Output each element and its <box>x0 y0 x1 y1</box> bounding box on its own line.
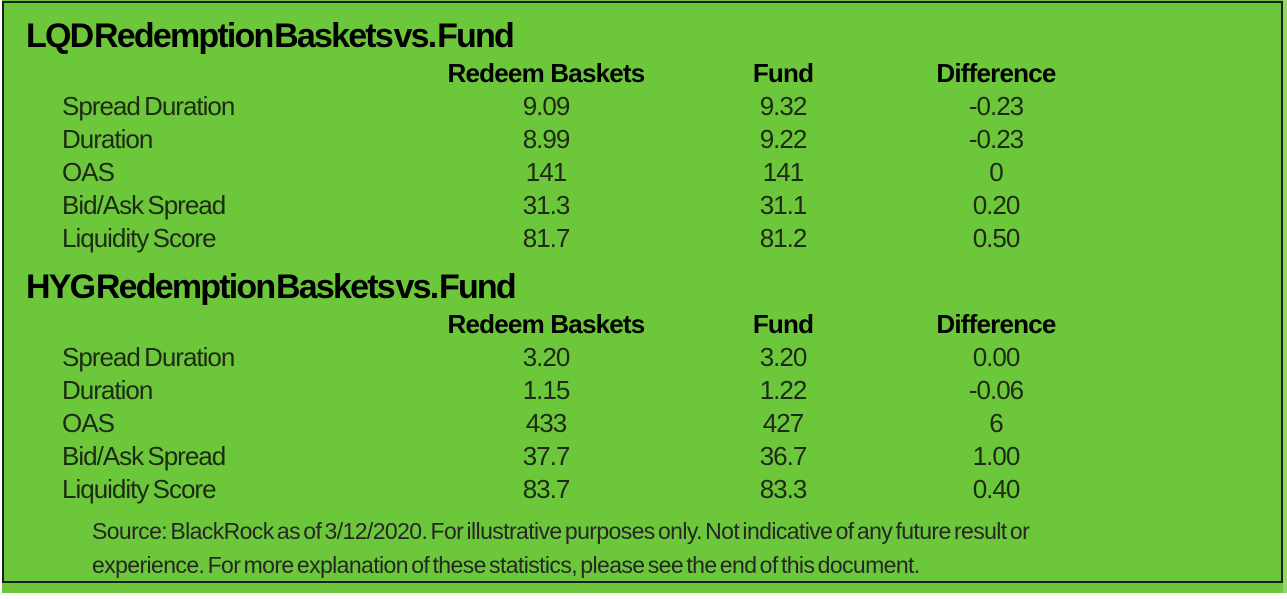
statistics-panel: LQD Redemption Baskets vs. Fund Redeem B… <box>2 1 1283 583</box>
cell-difference: 0.00 <box>972 342 1021 372</box>
cell-redeem: 433 <box>525 408 567 438</box>
cell-difference: 1.00 <box>972 441 1021 471</box>
column-header-difference: Difference <box>936 309 1056 339</box>
cell-difference: 0 <box>989 157 1003 187</box>
cell-redeem: 3.20 <box>522 342 571 372</box>
cell-redeem: 37.7 <box>522 441 571 471</box>
corner-cell <box>4 307 392 341</box>
source-note: Source: BlackRock as of 3/12/2020. For i… <box>92 514 1281 582</box>
cell-fund: 427 <box>762 408 804 438</box>
hyg-table-grid: Redeem Baskets Fund Difference Spread Du… <box>4 307 1281 506</box>
row-label: OAS <box>62 157 115 187</box>
cell-fund: 3.20 <box>759 342 808 372</box>
row-label: Duration <box>62 375 153 405</box>
row-label: Spread Duration <box>62 91 235 121</box>
cell-difference: -0.06 <box>968 375 1024 405</box>
cell-difference: -0.23 <box>968 91 1024 121</box>
cell-redeem: 83.7 <box>522 474 571 504</box>
cell-difference: 0.50 <box>972 223 1021 253</box>
cell-fund: 31.1 <box>759 190 808 220</box>
cell-redeem: 1.15 <box>522 375 571 405</box>
cell-difference: 6 <box>989 408 1003 438</box>
cell-difference: -0.23 <box>968 124 1024 154</box>
lqd-table-title: LQD Redemption Baskets vs. Fund <box>26 17 515 55</box>
column-header-fund: Fund <box>752 58 814 88</box>
column-header-redeem-baskets: Redeem Baskets <box>447 58 646 88</box>
source-note-line2: experience. For more explanation of thes… <box>92 552 920 578</box>
row-label: Liquidity Score <box>62 474 217 504</box>
cell-redeem: 8.99 <box>522 124 571 154</box>
column-header-fund: Fund <box>752 309 814 339</box>
hyg-table: HYG Redemption Baskets vs. Fund Redeem B… <box>4 267 1281 506</box>
cell-fund: 9.32 <box>759 91 808 121</box>
row-label: Liquidity Score <box>62 223 217 253</box>
cell-redeem: 81.7 <box>522 223 571 253</box>
cell-fund: 9.22 <box>759 124 808 154</box>
column-header-difference: Difference <box>936 58 1056 88</box>
cell-fund: 141 <box>762 157 804 187</box>
column-header-redeem-baskets: Redeem Baskets <box>447 309 646 339</box>
corner-cell <box>4 56 392 90</box>
lqd-table-grid: Redeem Baskets Fund Difference Spread Du… <box>4 56 1281 255</box>
cell-fund: 36.7 <box>759 441 808 471</box>
right-edge-strip <box>1283 0 1287 593</box>
cell-fund: 81.2 <box>759 223 808 253</box>
source-note-line1: Source: BlackRock as of 3/12/2020. For i… <box>92 518 1030 544</box>
cell-difference: 0.20 <box>972 190 1021 220</box>
row-label: Bid/Ask Spread <box>62 190 226 220</box>
lqd-table: LQD Redemption Baskets vs. Fund Redeem B… <box>4 16 1281 255</box>
cell-difference: 0.40 <box>972 474 1021 504</box>
row-label: Bid/Ask Spread <box>62 441 226 471</box>
row-label: OAS <box>62 408 115 438</box>
hyg-table-title: HYG Redemption Baskets vs. Fund <box>26 268 517 306</box>
row-label: Duration <box>62 124 153 154</box>
cell-fund: 83.3 <box>759 474 808 504</box>
cell-redeem: 31.3 <box>522 190 571 220</box>
cell-redeem: 9.09 <box>522 91 571 121</box>
cell-redeem: 141 <box>525 157 567 187</box>
cell-fund: 1.22 <box>759 375 808 405</box>
row-label: Spread Duration <box>62 342 235 372</box>
